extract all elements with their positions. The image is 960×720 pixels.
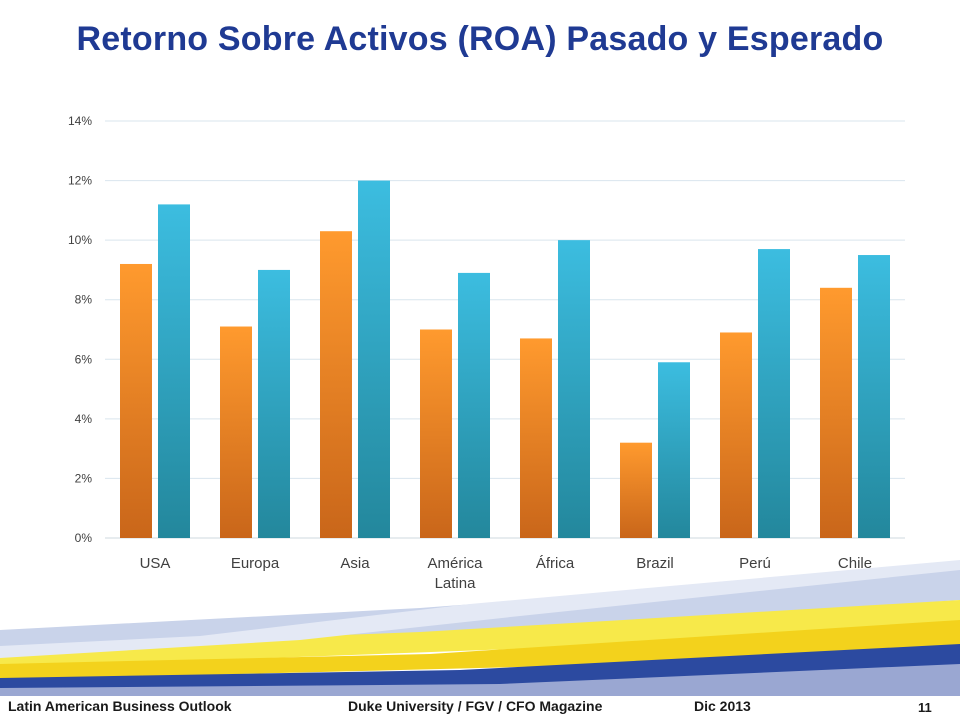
x-tick-label: Latina [435, 575, 477, 592]
x-tick-label: África [536, 555, 575, 572]
bar-roa-2013 [720, 332, 752, 538]
y-tick-label: 8% [75, 293, 93, 307]
x-tick-label: América [427, 555, 483, 572]
footer-left: Latin American Business Outlook [8, 698, 232, 714]
footer-right: Dic 2013 [694, 698, 751, 714]
bar-roa-2013 [620, 442, 652, 538]
x-tick-label: Chile [838, 555, 872, 572]
y-tick-label: 0% [75, 531, 93, 545]
y-tick-label: 4% [75, 412, 93, 426]
y-tick-label: 6% [75, 352, 93, 366]
bar-roa-2014 [458, 272, 490, 538]
bar-roa-2014 [658, 362, 690, 538]
page-number: 11 [918, 700, 932, 715]
bar-roa-2014 [158, 204, 190, 538]
x-tick-label: Brazil [636, 555, 674, 572]
bar-roa-2014 [358, 180, 390, 539]
bar-chart: 0% 2% 4% 6% 8% 10% 12% 14% USA Europa Asia América L… [68, 114, 905, 628]
footer-band-lavender [0, 664, 960, 696]
y-tick-label: 2% [75, 471, 93, 485]
bar-roa-2013 [320, 231, 352, 538]
x-tick-label: Europa [231, 555, 280, 572]
bar-roa-2013 [120, 263, 152, 538]
y-tick-label: 14% [68, 114, 92, 128]
footer-band-yellow-light [0, 600, 960, 668]
y-tick-label: 12% [68, 174, 92, 188]
x-tick-label: Asia [340, 555, 370, 572]
bar-roa-2013 [520, 338, 552, 538]
bar-roa-2014 [258, 269, 290, 538]
bar-roa-2013 [420, 329, 452, 538]
footer: Latin American Business Outlook Duke Uni… [0, 696, 960, 720]
footer-band-yellow [0, 620, 960, 680]
slide-title: Retorno Sobre Activos (ROA) Pasado y Esp… [76, 20, 884, 58]
bar-roa-2014 [558, 240, 590, 538]
footer-band-pale [0, 560, 960, 658]
bar-roa-2014 [758, 249, 790, 539]
x-tick-label: USA [140, 555, 171, 572]
bar-roa-2013 [820, 287, 852, 538]
bar-roa-2013 [220, 326, 252, 538]
x-tick-label: Perú [739, 555, 771, 572]
footer-center: Duke University / FGV / CFO Magazine [348, 698, 603, 714]
y-tick-label: 10% [68, 233, 92, 247]
footer-decoration [0, 560, 960, 696]
bar-roa-2014 [858, 255, 890, 539]
